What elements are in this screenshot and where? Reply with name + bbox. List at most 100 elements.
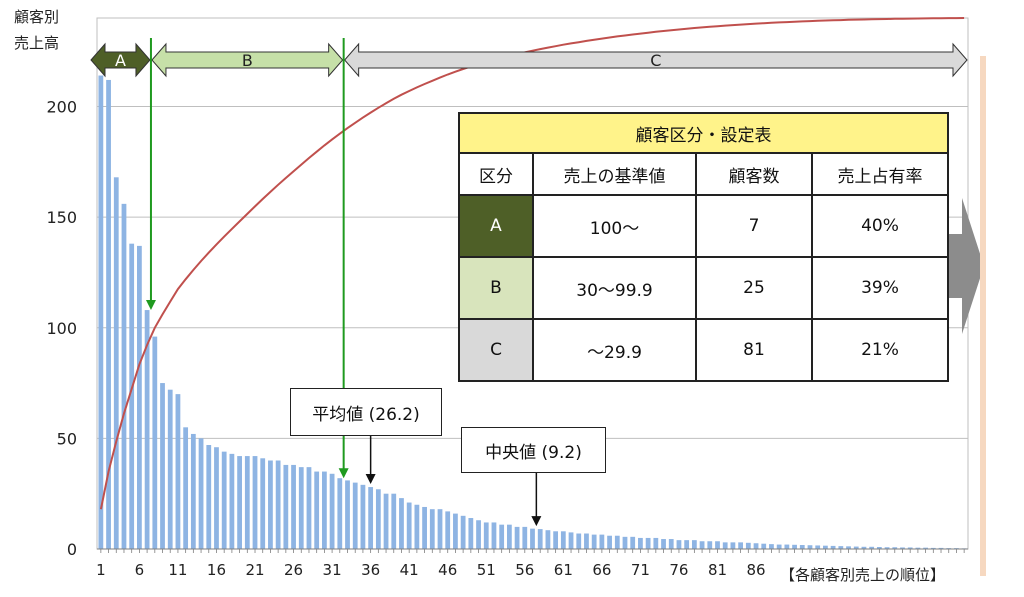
right-grey-arrow [940, 198, 984, 334]
bar [113, 177, 119, 550]
bar [815, 545, 821, 549]
x-tick-label: 61 [554, 561, 573, 579]
bar [260, 458, 266, 549]
table-row: A 100〜 7 40% [458, 194, 949, 258]
bar [892, 547, 898, 549]
count-cell: 81 [695, 318, 813, 382]
callout-pointer-arrowhead [531, 516, 542, 527]
bar [406, 502, 412, 549]
share-cell: 39% [811, 256, 949, 320]
y-axis-title-line1: 顧客別 [14, 8, 60, 26]
bar [190, 433, 196, 549]
bar [399, 498, 404, 549]
x-tick-label: 11 [168, 561, 187, 579]
bar [237, 456, 242, 549]
median-callout: 中央値 (9.2) [461, 427, 606, 473]
share-cell: 21% [811, 318, 949, 382]
bar [761, 543, 767, 549]
bar [352, 482, 358, 549]
x-tick-label: 51 [477, 561, 496, 579]
bar [830, 545, 836, 549]
bar [668, 539, 674, 549]
segment-settings-table: 顧客区分・設定表 区分 売上の基準値 顧客数 売上占有率 A 100〜 7 40… [458, 112, 949, 382]
bar [445, 511, 451, 549]
bar [275, 460, 281, 549]
grade-cell-a: A [458, 194, 534, 258]
bar [869, 546, 875, 549]
bar [792, 544, 797, 549]
bar [368, 487, 374, 549]
bar [206, 445, 212, 549]
bar [137, 245, 142, 549]
mean-callout: 平均値 (26.2) [290, 388, 442, 436]
bar [329, 473, 335, 549]
count-cell: 25 [695, 256, 813, 320]
bar [938, 547, 944, 549]
bar [476, 520, 481, 549]
bar [807, 545, 813, 549]
boundary-arrowhead [338, 468, 349, 479]
x-tick-label: 86 [746, 561, 765, 579]
bar [638, 537, 643, 549]
bar [753, 543, 759, 549]
bar [321, 471, 327, 549]
bar [314, 471, 320, 549]
bar [730, 542, 736, 549]
header-threshold: 売上の基準値 [532, 152, 697, 196]
bar [491, 522, 497, 549]
bar [838, 546, 844, 549]
x-tick-label: 76 [669, 561, 688, 579]
bar [722, 542, 728, 549]
bar [923, 547, 928, 549]
x-axis-title: 【各顧客別売上の順位】 [780, 566, 946, 584]
bar [537, 529, 543, 549]
x-tick-label: 21 [245, 561, 264, 579]
y-tick-label: 150 [46, 208, 77, 227]
bar [915, 547, 921, 549]
bar [506, 524, 512, 549]
table-title: 顧客区分・設定表 [458, 112, 949, 154]
bar [429, 509, 435, 549]
bar [244, 456, 250, 549]
bar [499, 524, 505, 549]
table-row: B 30〜99.9 25 39% [458, 256, 949, 320]
bar [221, 451, 227, 549]
bar [229, 453, 235, 549]
threshold-cell: 30〜99.9 [532, 256, 697, 320]
bar [183, 427, 189, 549]
x-tick-label: 56 [515, 561, 534, 579]
bar [453, 513, 458, 549]
bar [591, 534, 597, 549]
bar [144, 310, 150, 549]
y-tick-label: 100 [46, 319, 77, 338]
callout-pointer-arrowhead [365, 474, 376, 485]
bar [360, 484, 366, 549]
x-tick-label: 6 [135, 561, 145, 579]
bar [553, 531, 559, 549]
bar [437, 509, 443, 549]
segment-arrow-c [343, 42, 968, 78]
header-grade: 区分 [458, 152, 534, 196]
bar [460, 515, 466, 549]
bar [214, 447, 219, 549]
x-tick-label: 1 [96, 561, 106, 579]
y-tick-label: 0 [67, 540, 77, 559]
y-axis-title-line2: 売上高 [14, 34, 60, 52]
bar [545, 530, 551, 549]
bar [861, 546, 867, 549]
cumulative-share-curve [99, 17, 965, 510]
bar [907, 547, 913, 549]
bar [776, 544, 782, 549]
bar [884, 547, 890, 549]
grade-cell-b: B [458, 256, 534, 320]
bar [560, 531, 566, 549]
bar [530, 528, 535, 549]
bar [745, 542, 751, 549]
segment-label-b: B [242, 51, 253, 70]
bar [607, 535, 612, 549]
x-tick-label: 71 [631, 561, 650, 579]
bar [167, 389, 173, 549]
bar [576, 533, 582, 549]
bar [252, 456, 258, 549]
bar [645, 537, 651, 549]
